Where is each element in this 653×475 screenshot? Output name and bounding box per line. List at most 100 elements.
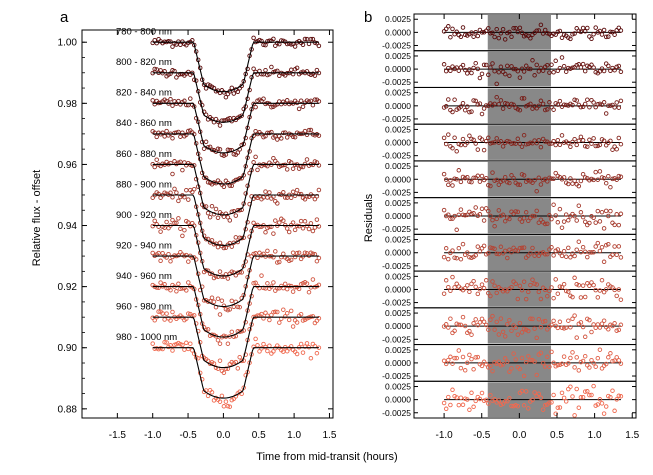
flux-point xyxy=(263,189,268,194)
residual-point xyxy=(511,141,516,146)
residual-point xyxy=(616,63,622,69)
flux-point xyxy=(221,370,227,376)
residual-point xyxy=(599,401,605,406)
residual-point xyxy=(488,317,493,322)
model-curve xyxy=(152,41,319,93)
residual-point xyxy=(572,275,577,281)
residual-point xyxy=(582,175,588,180)
residual-point xyxy=(595,295,601,300)
flux-point xyxy=(284,226,290,231)
residual-point xyxy=(509,249,514,255)
residual-point xyxy=(465,250,470,255)
flux-point xyxy=(265,248,270,254)
residual-point xyxy=(582,294,588,300)
flux-point xyxy=(217,358,223,363)
flux-point xyxy=(314,350,320,356)
flux-point xyxy=(227,218,233,223)
residual-point xyxy=(595,177,601,182)
residual-point xyxy=(597,219,603,224)
flux-point xyxy=(296,250,302,255)
residual-point xyxy=(475,173,481,179)
residual-point xyxy=(603,180,609,186)
residual-point xyxy=(496,69,502,75)
residual-point xyxy=(492,101,497,107)
residual-point xyxy=(460,402,466,408)
residual-point xyxy=(460,314,466,320)
wavelength-label: 880 - 900 nm xyxy=(116,179,172,190)
flux-point xyxy=(277,220,282,225)
flux-point xyxy=(253,154,258,160)
flux-point xyxy=(292,284,298,290)
flux-point xyxy=(253,104,258,110)
residual-point xyxy=(467,352,472,358)
residual-point xyxy=(614,293,619,299)
residual-point xyxy=(572,97,577,103)
residual-point xyxy=(589,392,594,398)
residual-point xyxy=(490,170,495,175)
y-tick-label-a: 0.92 xyxy=(58,282,78,293)
residual-point xyxy=(542,27,548,33)
residual-point xyxy=(593,169,598,175)
residual-point xyxy=(568,176,573,181)
residual-point xyxy=(572,31,577,36)
residual-point xyxy=(597,288,603,293)
residual-point xyxy=(614,177,619,182)
residual-point xyxy=(542,252,548,257)
flux-point xyxy=(308,98,314,104)
flux-point xyxy=(172,130,177,136)
residual-point xyxy=(587,317,592,323)
residual-point xyxy=(538,350,544,356)
residual-point xyxy=(540,360,546,366)
residual-point xyxy=(601,176,607,181)
flux-point xyxy=(164,340,169,345)
residual-point xyxy=(509,366,514,371)
residual-point xyxy=(481,62,487,68)
residual-point xyxy=(498,402,504,408)
residual-point xyxy=(534,208,539,214)
light-curve-6: 900 - 920 nm xyxy=(116,210,322,281)
y-tick-label-b: 0.0025 xyxy=(385,14,411,24)
residual-point xyxy=(578,359,584,365)
residual-point xyxy=(606,327,611,332)
residual-point xyxy=(563,288,569,294)
flux-point xyxy=(229,183,235,189)
residual-point xyxy=(616,105,622,110)
residual-point xyxy=(538,324,544,330)
flux-point xyxy=(223,245,229,250)
flux-point xyxy=(178,42,183,48)
flux-point xyxy=(277,192,282,197)
flux-point xyxy=(298,218,304,224)
residual-point xyxy=(587,137,592,143)
wavelength-label: 820 - 840 nm xyxy=(116,88,172,99)
residual-point xyxy=(589,250,594,255)
residual-point xyxy=(612,408,617,414)
residual-point xyxy=(557,284,563,289)
residual-point xyxy=(450,183,455,188)
residual-point xyxy=(528,140,533,146)
residual-point xyxy=(568,384,573,389)
flux-point xyxy=(281,307,286,312)
flux-point xyxy=(231,304,237,310)
residual-point xyxy=(526,328,531,334)
residual-point xyxy=(515,296,521,302)
flux-point xyxy=(227,307,233,312)
flux-point xyxy=(279,136,284,141)
residual-point xyxy=(443,322,449,327)
residual-point xyxy=(601,138,607,144)
residual-point xyxy=(454,395,459,400)
residual-point xyxy=(618,322,624,328)
residual-point xyxy=(589,36,594,42)
flux-point xyxy=(227,183,233,188)
residual-point xyxy=(559,361,565,367)
residual-point xyxy=(479,282,485,287)
residual-point xyxy=(479,71,485,77)
residual-point xyxy=(591,360,596,366)
residual-point xyxy=(458,256,464,262)
residual-point xyxy=(578,29,584,35)
residual-point xyxy=(446,24,451,29)
flux-point xyxy=(259,346,264,351)
residual-point xyxy=(477,179,483,184)
residual-point xyxy=(582,353,588,359)
residual-point xyxy=(450,145,455,151)
residual-point xyxy=(580,214,586,220)
